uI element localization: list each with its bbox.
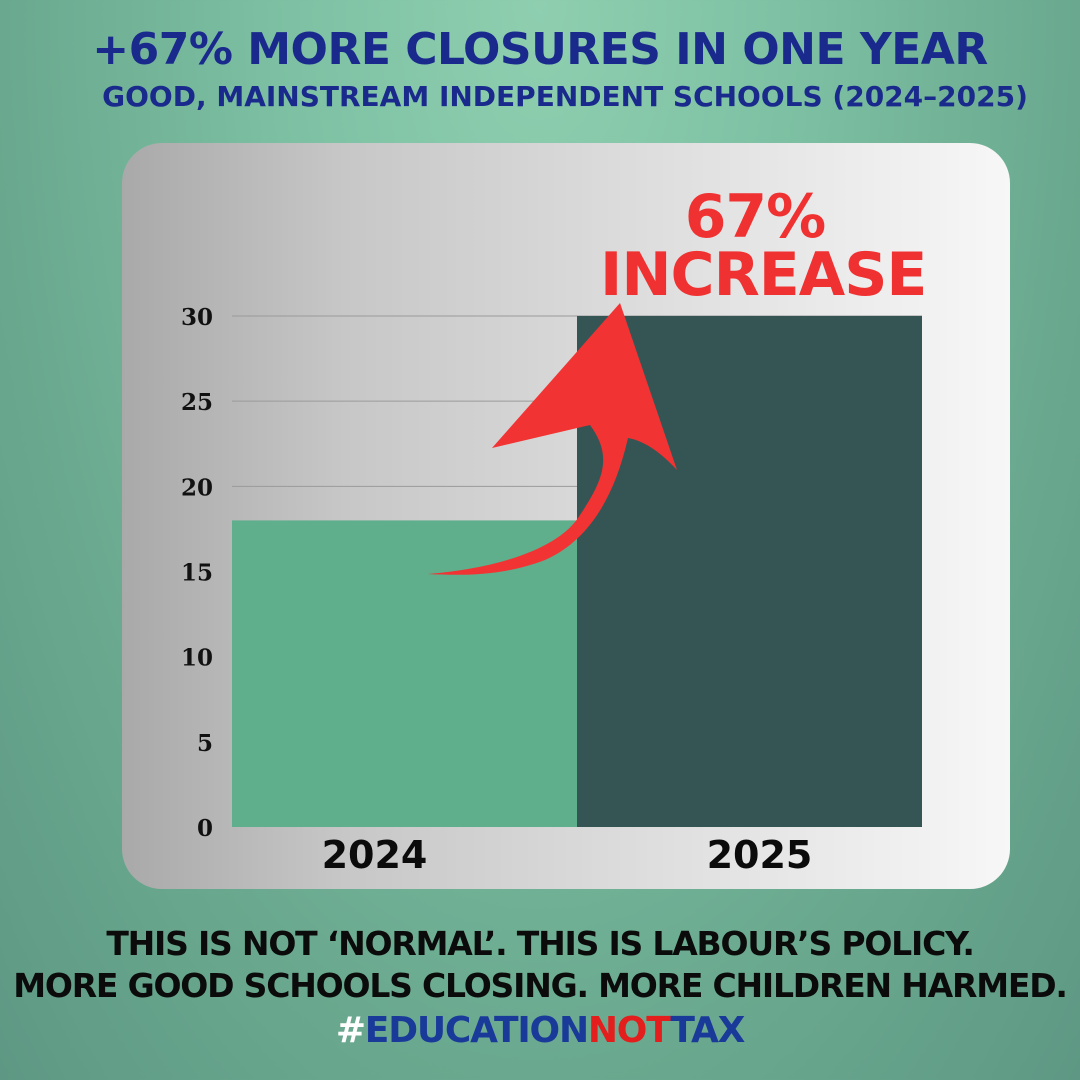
- increase-arrow-icon: [428, 303, 677, 575]
- x-tick-label: 2025: [707, 833, 813, 877]
- hashtag-mark: #: [335, 1010, 366, 1051]
- hashtag-part-tax: TAX: [670, 1010, 745, 1051]
- y-tick-label: 10: [181, 645, 213, 672]
- y-tick-label: 0: [197, 815, 213, 842]
- x-axis-ticks: 2024 2025: [322, 833, 813, 877]
- y-tick-label: 30: [181, 304, 213, 331]
- y-tick-label: 20: [181, 474, 213, 501]
- page-title: +67% MORE CLOSURES IN ONE YEAR: [92, 24, 988, 75]
- footer-line-2: MORE GOOD SCHOOLS CLOSING. MORE CHILDREN…: [13, 966, 1068, 1005]
- hashtag[interactable]: #EDUCATIONNOTTAX: [0, 1010, 1080, 1051]
- footer-line-1: THIS IS NOT ‘NORMAL’. THIS IS LABOUR’S P…: [106, 924, 975, 963]
- hashtag-part-education: EDUCATION: [364, 1010, 589, 1051]
- page-subtitle: GOOD, MAINSTREAM INDEPENDENT SCHOOLS (20…: [102, 80, 1028, 113]
- increase-callout: 67% INCREASE: [600, 182, 927, 310]
- y-tick-label: 25: [181, 389, 213, 416]
- y-axis-ticks: 0 5 10 15 20 25 30: [181, 304, 213, 842]
- y-tick-label: 5: [197, 730, 213, 757]
- x-tick-label: 2024: [322, 833, 428, 877]
- bar-2024: [232, 520, 577, 827]
- y-tick-label: 15: [181, 560, 213, 587]
- callout-label: INCREASE: [600, 240, 927, 310]
- callout-percent: 67%: [684, 182, 827, 252]
- hashtag-part-not: NOT: [587, 1010, 672, 1051]
